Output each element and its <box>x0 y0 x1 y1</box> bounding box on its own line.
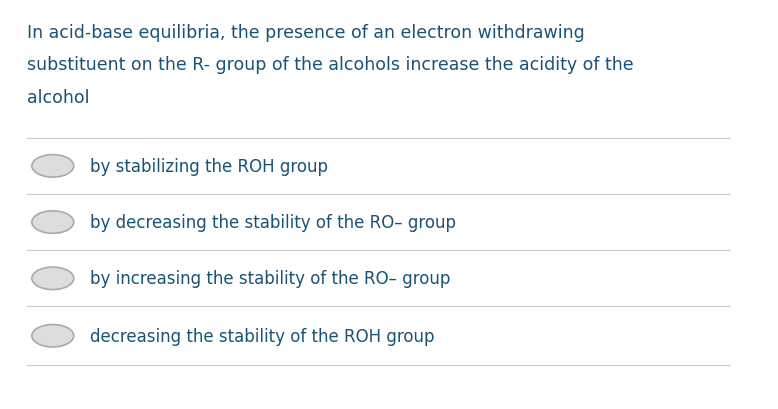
Text: decreasing the stability of the ROH group: decreasing the stability of the ROH grou… <box>90 327 435 345</box>
Text: by stabilizing the ROH group: by stabilizing the ROH group <box>90 157 328 175</box>
Text: by decreasing the stability of the RO– group: by decreasing the stability of the RO– g… <box>90 213 456 231</box>
Circle shape <box>32 155 74 178</box>
Circle shape <box>32 267 74 290</box>
Text: alcohol: alcohol <box>26 88 89 106</box>
Circle shape <box>32 325 74 347</box>
Text: In acid-base equilibria, the presence of an electron withdrawing: In acid-base equilibria, the presence of… <box>26 24 584 42</box>
Text: substituent on the R- group of the alcohols increase the acidity of the: substituent on the R- group of the alcoh… <box>26 56 633 74</box>
Circle shape <box>32 211 74 234</box>
Text: by increasing the stability of the RO– group: by increasing the stability of the RO– g… <box>90 270 450 288</box>
